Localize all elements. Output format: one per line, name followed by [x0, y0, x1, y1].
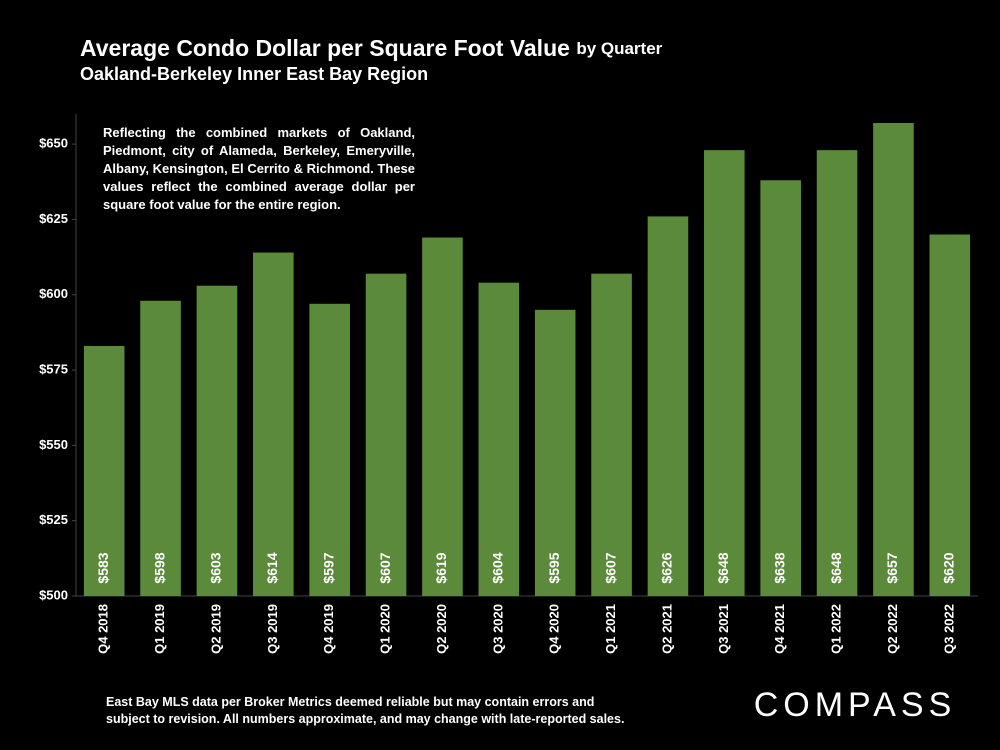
- logo: COMPASS: [754, 686, 957, 724]
- value-label: $619: [433, 552, 449, 583]
- value-label: $614: [264, 552, 280, 583]
- x-tick-label: Q3 2022: [941, 604, 956, 654]
- value-label: $638: [771, 552, 787, 583]
- value-label: $607: [602, 552, 618, 583]
- value-label: $626: [659, 552, 675, 583]
- value-label: $657: [884, 552, 900, 583]
- y-tick-label: $575: [39, 362, 68, 377]
- x-tick-label: Q1 2019: [152, 604, 167, 654]
- chart-title: Average Condo Dollar per Square Foot Val…: [80, 35, 570, 61]
- value-label: $604: [490, 552, 506, 583]
- bar: [253, 252, 294, 596]
- bar: [309, 303, 350, 596]
- x-tick-label: Q4 2018: [96, 604, 111, 654]
- y-tick-label: $600: [39, 286, 68, 301]
- chart-subtitle: Oakland-Berkeley Inner East Bay Region: [80, 64, 428, 84]
- y-tick-label: $625: [39, 211, 68, 226]
- bar: [647, 216, 689, 597]
- value-label: $597: [320, 552, 336, 583]
- bar: [816, 150, 858, 596]
- value-label: $595: [546, 552, 562, 583]
- value-label: $648: [715, 552, 731, 583]
- y-tick-label: $550: [39, 437, 68, 452]
- x-tick-label: Q4 2021: [772, 604, 787, 654]
- bar: [478, 282, 520, 596]
- bar: [760, 180, 801, 596]
- x-tick-label: Q4 2020: [547, 604, 562, 654]
- x-tick-label: Q2 2022: [885, 604, 900, 654]
- bar: [422, 237, 463, 596]
- chart-title-group: Average Condo Dollar per Square Foot Val…: [80, 35, 663, 61]
- annotation: Reflecting the combined markets of Oakla…: [103, 125, 415, 212]
- bar: [83, 345, 125, 596]
- x-tick-label: Q1 2022: [829, 604, 844, 654]
- x-tick-label: Q3 2020: [490, 604, 505, 654]
- value-label: $648: [828, 552, 844, 583]
- bar: [704, 150, 745, 596]
- x-tick-label: Q2 2019: [208, 604, 223, 654]
- x-tick-label: Q4 2019: [321, 604, 336, 654]
- y-tick-label: $500: [39, 587, 68, 602]
- value-label: $603: [208, 552, 224, 583]
- bar: [365, 273, 407, 596]
- x-tick-label: Q1 2021: [603, 604, 618, 654]
- y-tick-label: $525: [39, 512, 68, 527]
- bar: [591, 273, 632, 596]
- bar: [196, 285, 238, 596]
- bar: [929, 234, 971, 596]
- x-tick-label: Q3 2019: [265, 604, 280, 654]
- bar: [534, 309, 576, 596]
- y-tick-label: $650: [39, 136, 68, 151]
- value-label: $583: [95, 552, 111, 583]
- value-label: $607: [377, 552, 393, 583]
- bar: [873, 123, 914, 596]
- value-label: $598: [151, 552, 167, 583]
- source-note: East Bay MLS data per Broker Metrics dee…: [106, 695, 625, 726]
- x-tick-label: Q2 2021: [659, 604, 674, 654]
- bar: [140, 300, 181, 596]
- x-tick-label: Q1 2020: [378, 604, 393, 654]
- x-tick-label: Q2 2020: [434, 604, 449, 654]
- chart-title-suffix: by Quarter: [576, 39, 662, 58]
- x-tick-label: Q3 2021: [716, 604, 731, 654]
- value-label: $620: [941, 552, 957, 583]
